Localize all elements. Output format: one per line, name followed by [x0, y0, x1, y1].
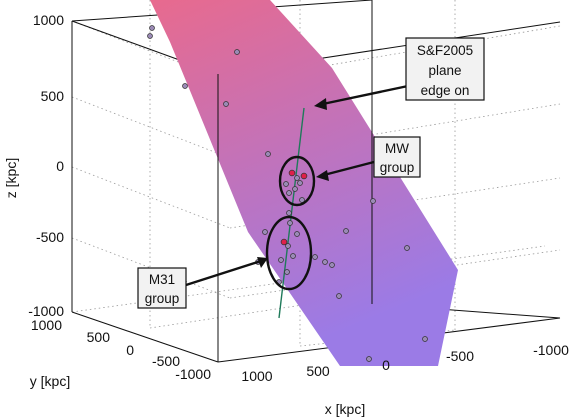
- galaxy-point: [329, 262, 335, 268]
- x-tick-label: -500: [446, 348, 474, 364]
- y-tick-label: 1000: [31, 317, 62, 333]
- galaxy-point: [147, 33, 153, 39]
- mw-group-ellipse: [278, 155, 316, 207]
- galaxy-point: [287, 220, 293, 226]
- anno-plane-line2: plane: [428, 63, 461, 78]
- z-tick-label: -1000: [28, 303, 64, 319]
- z-tick-label: -500: [36, 229, 64, 245]
- galaxy-point: [262, 229, 268, 235]
- anno-mw-line1: MW: [385, 141, 409, 156]
- galaxy-point: [322, 259, 328, 265]
- galaxy-point: [343, 228, 349, 234]
- anno-mw-line2: group: [380, 160, 415, 175]
- galaxy-point: [283, 181, 289, 187]
- y-axis-label: y [kpc]: [30, 373, 70, 389]
- y-tick-label: 500: [87, 329, 111, 345]
- galaxy-point: [292, 186, 298, 192]
- z-axis-label: z [kpc]: [3, 158, 19, 198]
- highlight-galaxy-point: [288, 169, 296, 177]
- x-axis: 1000 500 0 -500 -1000 x [kpc]: [241, 342, 569, 417]
- galaxy-point: [299, 197, 305, 203]
- galaxy-point: [182, 83, 188, 89]
- annotation-plane: S&F2005 plane edge on: [405, 37, 485, 101]
- galaxy-point: [294, 231, 300, 237]
- galaxy-point: [278, 257, 284, 263]
- x-tick-label: 500: [306, 363, 330, 379]
- galaxy-point: [286, 190, 292, 196]
- galaxy-point: [404, 245, 410, 251]
- galaxy-point: [223, 101, 229, 107]
- x-tick-label: -1000: [533, 342, 569, 358]
- highlight-galaxy-point: [280, 238, 288, 246]
- y-tick-label: -500: [152, 353, 180, 369]
- y-tick-label: 0: [126, 342, 134, 358]
- anno-m31-line2: group: [145, 291, 180, 306]
- x-tick-label: 0: [382, 357, 390, 373]
- z-tick-label: 0: [56, 158, 64, 174]
- galaxy-point: [234, 49, 240, 55]
- annotation-m31: M31 group: [137, 267, 187, 309]
- x-tick-label: 1000: [241, 368, 272, 384]
- galaxy-point: [336, 293, 342, 299]
- y-tick-label: -1000: [175, 366, 211, 382]
- anno-plane-line3: edge on: [421, 83, 470, 98]
- galaxy-point: [285, 243, 291, 249]
- anno-m31-line1: M31: [149, 272, 175, 287]
- galaxy-point: [370, 198, 376, 204]
- x-axis-label: x [kpc]: [325, 401, 365, 417]
- z-tick-label: 1000: [33, 12, 64, 28]
- m31-group-ellipse: [265, 215, 313, 291]
- galaxy-point: [366, 356, 372, 362]
- galaxy-point: [297, 180, 303, 186]
- annotation-mw: MW group: [373, 136, 421, 178]
- y-axis: 1000 500 0 -500 -1000 y [kpc]: [30, 317, 211, 389]
- sf2005-plane: [150, 0, 458, 366]
- z-axis: 1000 500 0 -500 -1000 z [kpc]: [3, 12, 64, 319]
- highlight-galaxy-point: [300, 172, 308, 180]
- annotation-arrows: [185, 84, 409, 287]
- galaxy-point: [422, 336, 428, 342]
- galaxy-point: [294, 175, 300, 181]
- galaxy-point: [284, 269, 290, 275]
- galaxy-point: [312, 254, 318, 260]
- galaxy-point: [265, 151, 271, 157]
- anno-plane-line1: S&F2005: [417, 43, 473, 58]
- z-tick-label: 500: [41, 88, 65, 104]
- galaxy-point: [290, 253, 296, 259]
- galaxy-point: [149, 25, 155, 31]
- galaxy-point: [286, 210, 292, 216]
- galaxy-points: [147, 25, 428, 362]
